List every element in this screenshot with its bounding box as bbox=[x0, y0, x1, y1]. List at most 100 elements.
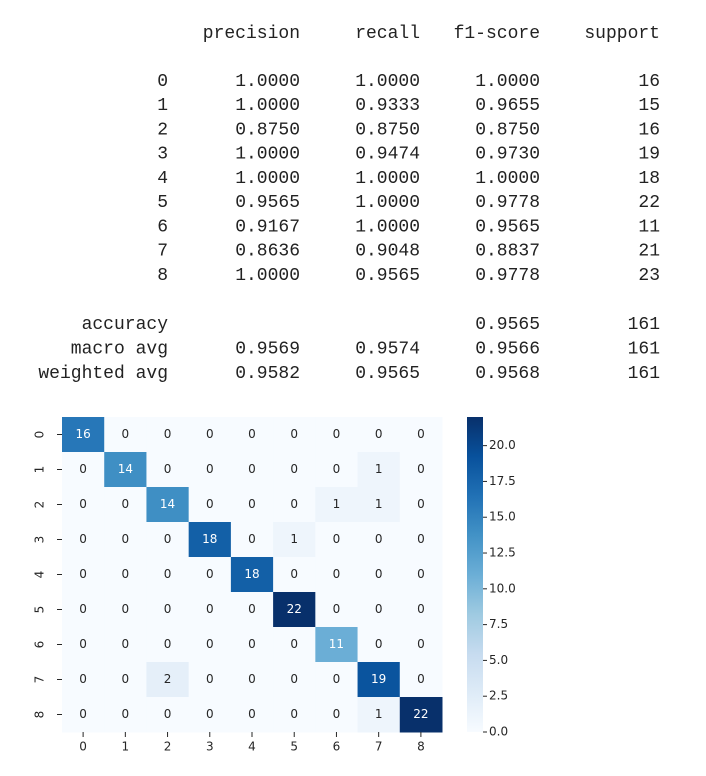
cell-label: 0 bbox=[164, 637, 172, 651]
heatmap-cell bbox=[62, 522, 105, 558]
cell-label: 0 bbox=[248, 637, 256, 651]
cell: 11 bbox=[638, 217, 660, 237]
heatmap-cell bbox=[230, 557, 274, 593]
column-header: precision bbox=[203, 24, 300, 44]
cell: 0.8750 bbox=[355, 120, 420, 140]
heatmap-cell bbox=[230, 627, 274, 663]
row-label: 1 bbox=[157, 96, 168, 116]
heatmap-cell bbox=[315, 592, 359, 628]
cell: 1.0000 bbox=[235, 145, 300, 165]
heatmap-cell bbox=[62, 627, 105, 663]
heatmap-cell bbox=[357, 592, 401, 628]
heatmap-cell bbox=[104, 417, 147, 453]
row-label: weighted avg bbox=[38, 364, 168, 384]
row-label: 3 bbox=[157, 145, 168, 165]
cell: 161 bbox=[628, 339, 660, 359]
heatmap-cell bbox=[273, 452, 316, 488]
cell-label: 14 bbox=[118, 462, 133, 476]
heatmap-cell bbox=[273, 592, 316, 628]
cell: 0.9730 bbox=[475, 145, 540, 165]
row-label: 2 bbox=[157, 120, 168, 140]
cell-label: 0 bbox=[290, 567, 298, 581]
heatmap-cell bbox=[399, 417, 443, 453]
cell-label: 0 bbox=[79, 602, 87, 616]
colorbar-tick-label: 12.5 bbox=[489, 546, 516, 560]
heatmap-cell bbox=[399, 662, 443, 698]
heatmap-cell bbox=[315, 697, 359, 733]
cell-label: 0 bbox=[206, 707, 214, 721]
cell: 161 bbox=[628, 315, 660, 335]
y-tick-label: 1 bbox=[33, 466, 47, 474]
cell-label: 18 bbox=[202, 532, 217, 546]
cell: 0.9566 bbox=[475, 339, 540, 359]
cell: 0.9565 bbox=[355, 266, 420, 286]
cell: 0.8750 bbox=[235, 120, 300, 140]
row-label: accuracy bbox=[82, 315, 169, 335]
cell-label: 0 bbox=[206, 637, 214, 651]
heatmap-cell bbox=[273, 662, 316, 698]
heatmap-cell bbox=[62, 662, 105, 698]
heatmap-cell bbox=[104, 487, 147, 523]
heatmap-cell bbox=[315, 452, 359, 488]
x-tick-label: 8 bbox=[417, 740, 425, 754]
heatmap-cell bbox=[399, 487, 443, 523]
heatmap-cell bbox=[399, 627, 443, 663]
cell-label: 0 bbox=[164, 532, 172, 546]
cell: 1.0000 bbox=[235, 266, 300, 286]
cell-label: 0 bbox=[417, 427, 425, 441]
cell-label: 0 bbox=[122, 567, 130, 581]
heatmap-cell bbox=[230, 697, 274, 733]
heatmap-cell bbox=[315, 522, 359, 558]
heatmap-cell bbox=[146, 522, 190, 558]
column-header: f1-score bbox=[454, 24, 540, 44]
heatmap-cell bbox=[357, 522, 401, 558]
colorbar-tick-label: 15.0 bbox=[489, 510, 516, 524]
cell: 0.9778 bbox=[475, 193, 540, 213]
heatmap-cell bbox=[104, 627, 147, 663]
x-tick-label: 6 bbox=[333, 740, 341, 754]
cell-label: 0 bbox=[79, 567, 87, 581]
cell-label: 14 bbox=[160, 497, 175, 511]
heatmap-cell bbox=[104, 557, 147, 593]
heatmap-cell bbox=[62, 452, 105, 488]
cell: 0.8636 bbox=[235, 242, 300, 262]
cell-label: 0 bbox=[248, 427, 256, 441]
colorbar-tick-label: 0.0 bbox=[489, 725, 508, 739]
cell: 16 bbox=[638, 72, 660, 92]
cell-label: 0 bbox=[375, 602, 383, 616]
cell: 0.8837 bbox=[475, 242, 540, 262]
heatmap-cell bbox=[146, 487, 190, 523]
colorbar-tick-label: 7.5 bbox=[489, 617, 508, 631]
cell-label: 11 bbox=[329, 637, 344, 651]
heatmap-cell bbox=[399, 522, 443, 558]
cell-label: 0 bbox=[79, 462, 87, 476]
cell-label: 1 bbox=[375, 707, 383, 721]
heatmap-cell bbox=[188, 697, 232, 733]
cell-label: 22 bbox=[413, 707, 428, 721]
cell-label: 16 bbox=[75, 427, 90, 441]
cell-label: 0 bbox=[206, 462, 214, 476]
cell-label: 0 bbox=[290, 672, 298, 686]
heatmap-cell bbox=[188, 592, 232, 628]
cell-label: 0 bbox=[290, 427, 298, 441]
heatmap-cell bbox=[273, 557, 316, 593]
heatmap-cell bbox=[399, 452, 443, 488]
cell: 0.9474 bbox=[355, 145, 420, 165]
heatmap-cell bbox=[62, 487, 105, 523]
heatmap-cell bbox=[399, 592, 443, 628]
heatmap-cell bbox=[273, 697, 316, 733]
column-header: support bbox=[584, 24, 660, 44]
x-tick-label: 3 bbox=[206, 740, 214, 754]
cell-label: 0 bbox=[417, 567, 425, 581]
row-label: 4 bbox=[157, 169, 168, 189]
cell-label: 0 bbox=[333, 427, 341, 441]
cell: 16 bbox=[638, 120, 660, 140]
heatmap-cell bbox=[357, 662, 401, 698]
cell-label: 0 bbox=[122, 672, 130, 686]
heatmap-cell bbox=[230, 662, 274, 698]
heatmap-cell bbox=[188, 557, 232, 593]
cell: 0.9655 bbox=[475, 96, 540, 116]
cell-label: 22 bbox=[287, 602, 302, 616]
